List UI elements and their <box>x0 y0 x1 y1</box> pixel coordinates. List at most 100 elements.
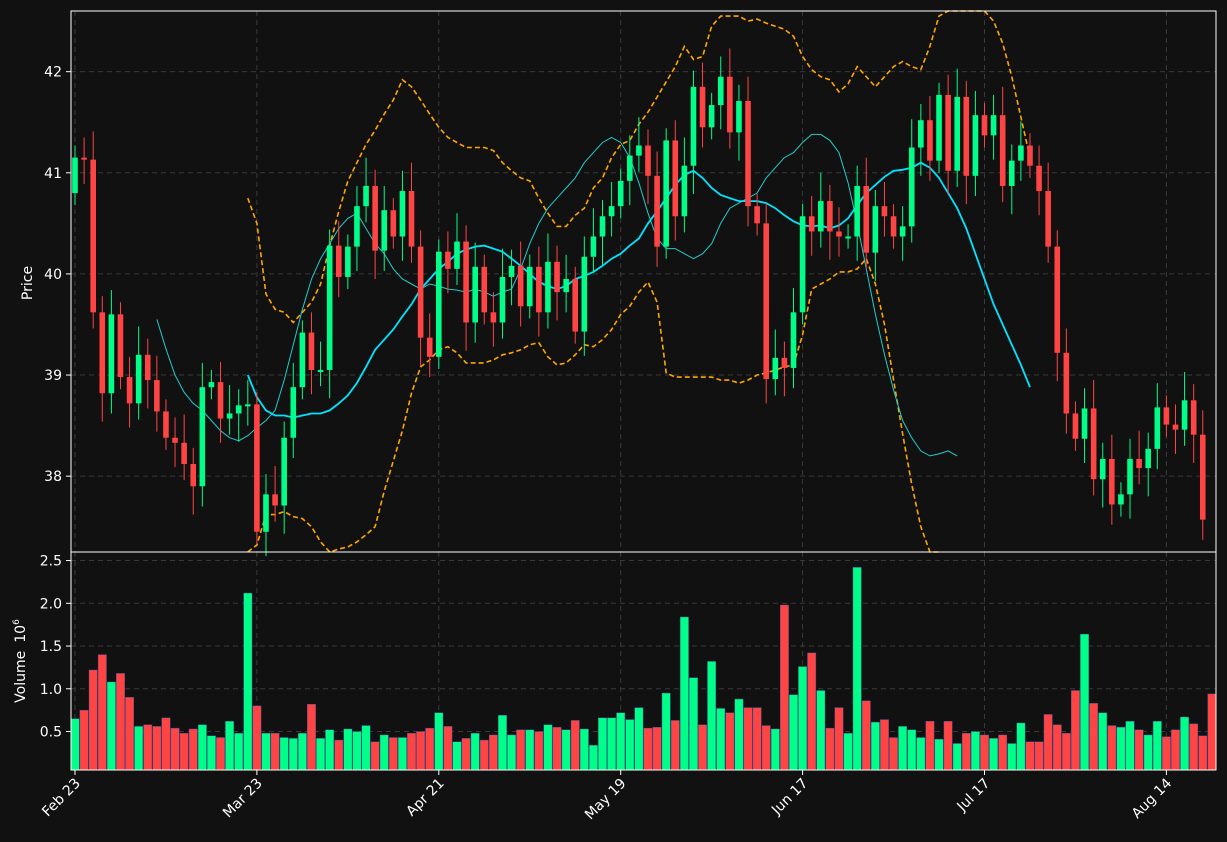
volume-bar <box>1171 729 1180 771</box>
volume-bar <box>1207 693 1217 771</box>
candle-body <box>1154 407 1161 449</box>
volume-bar <box>316 738 325 771</box>
volume-bar <box>288 738 298 771</box>
candle-body <box>1172 424 1179 430</box>
volume-bar <box>807 652 817 771</box>
volume-bar <box>216 737 225 771</box>
candle-body <box>1099 458 1106 480</box>
volume-bar <box>980 734 989 771</box>
candle-body <box>745 100 751 207</box>
volume-bar <box>734 698 744 771</box>
volume-bar <box>234 733 244 771</box>
volume-bar <box>279 737 289 771</box>
volume-bar <box>989 738 998 771</box>
volume-bar <box>134 726 144 771</box>
candle-body <box>281 437 287 506</box>
volume-bar <box>1198 735 1208 771</box>
candle-body <box>727 76 733 133</box>
volume-bar <box>197 724 207 771</box>
moving-averages <box>156 133 1031 457</box>
volume-bar <box>243 592 253 771</box>
volume-bar <box>916 737 926 771</box>
volume-bar <box>297 733 307 771</box>
volume-bar <box>1034 741 1044 771</box>
volume-ytick-label: 2.5 <box>40 554 62 570</box>
candle-body <box>226 413 233 419</box>
volume-bar <box>261 733 271 771</box>
volume-bar <box>179 733 189 771</box>
volume-ytick-label: 1.5 <box>40 639 62 655</box>
volume-bar <box>1089 703 1099 771</box>
fast-moving-average-line <box>156 133 958 457</box>
candle-body <box>581 256 588 332</box>
volume-bar <box>1016 722 1026 771</box>
candle-body <box>918 120 924 148</box>
volume-bar <box>1134 729 1144 771</box>
volume-bar <box>607 717 617 771</box>
candle-body <box>72 157 78 194</box>
candle-body <box>1118 494 1124 505</box>
volume-bar <box>780 604 789 771</box>
candle-body <box>290 387 297 438</box>
candle-body <box>1081 408 1088 439</box>
volume-bar <box>452 741 462 771</box>
volume-bar <box>534 731 544 771</box>
candle-body <box>1008 160 1015 186</box>
volume-bar <box>525 729 535 771</box>
volume-bar <box>634 707 644 771</box>
candle-body <box>354 206 360 247</box>
price-y-axis: 38 39 40 41 42 <box>44 65 71 485</box>
candle-body <box>117 314 124 378</box>
volume-bar <box>670 720 680 771</box>
candle-body <box>381 210 388 251</box>
candle-body <box>881 206 888 217</box>
candle-body <box>717 76 724 106</box>
candle-body <box>990 115 997 136</box>
volume-bar <box>498 715 507 771</box>
candle-body <box>817 201 824 232</box>
volume-bar <box>507 734 516 771</box>
volume-bar <box>352 731 362 771</box>
volume-bar <box>998 734 1008 771</box>
candle-body <box>954 96 961 171</box>
volume-bar <box>398 737 407 771</box>
candle-body <box>854 185 860 237</box>
candle-body <box>799 216 806 313</box>
volume-bar <box>825 727 835 771</box>
volume-bar <box>270 733 280 771</box>
price-ytick-label: 41 <box>44 166 62 182</box>
volume-bar <box>188 728 198 771</box>
candle-body <box>445 251 451 269</box>
volume-bar <box>143 724 153 771</box>
candle-body <box>1145 448 1152 469</box>
candle-body <box>345 246 351 277</box>
volume-bar <box>543 724 553 771</box>
candle-body <box>1072 413 1079 439</box>
volume-bar <box>1080 633 1089 771</box>
candle-body <box>181 442 187 465</box>
candle-body <box>845 236 851 239</box>
candle-body <box>863 185 870 253</box>
volume-axis-label: Volume 106 <box>12 619 29 703</box>
bollinger-lower-line <box>247 257 939 553</box>
candle-body <box>99 312 106 394</box>
candle-body <box>144 354 151 381</box>
candle-body <box>672 140 679 217</box>
candle-body <box>172 437 178 443</box>
candle-body <box>1199 434 1206 520</box>
volume-bar <box>88 669 98 771</box>
candle-body <box>536 266 542 313</box>
volume-bar <box>971 731 980 771</box>
candle-body <box>1181 400 1188 430</box>
volume-bar <box>625 719 635 771</box>
volume-bar <box>770 728 780 771</box>
candle-body <box>927 120 933 161</box>
volume-axis-label-pow: 6 <box>12 619 22 625</box>
volume-bar <box>470 733 480 771</box>
candle-body <box>472 266 478 323</box>
volume-bar <box>1007 743 1017 771</box>
candle-body <box>335 245 342 277</box>
volume-bar <box>1043 714 1053 771</box>
candle-body <box>326 245 333 370</box>
volume-bar <box>1052 724 1062 771</box>
